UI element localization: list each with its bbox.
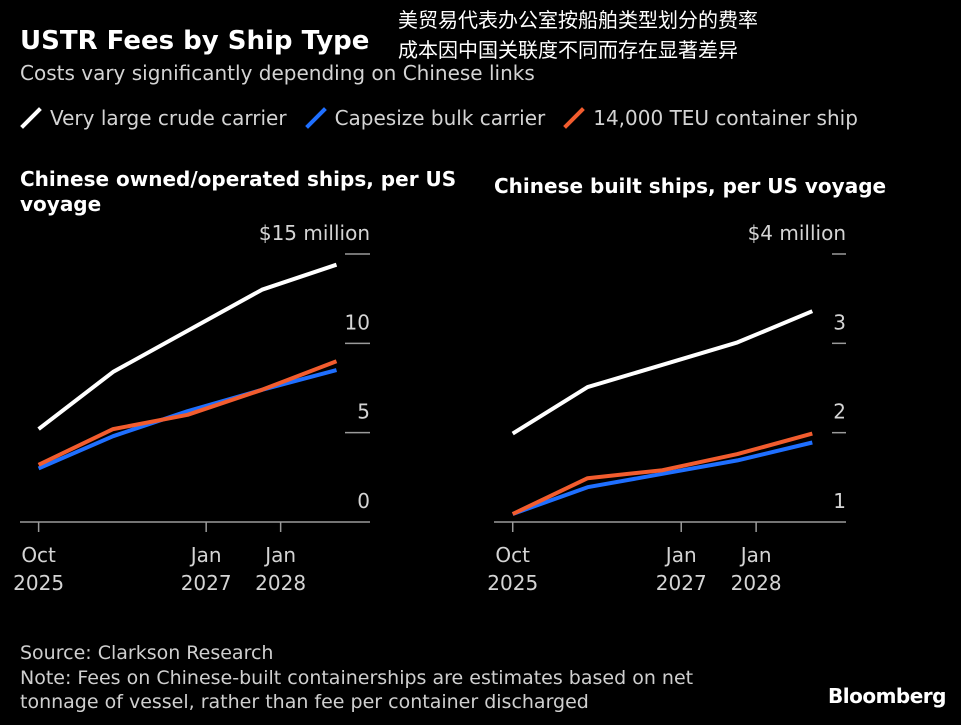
y-tick-label: 0	[357, 489, 370, 513]
x-tick-label-month: Jan	[263, 543, 296, 567]
legend-swatch-crude	[20, 107, 42, 129]
translated-caption-line-2: 成本因中国关联度不同而存在显著差异	[398, 38, 738, 62]
series-line-very-large-crude-carrier	[511, 309, 814, 436]
series-line-capesize-bulk-carrier	[37, 368, 338, 471]
translated-caption: 美贸易代表办公室按船舶类型划分的费率 成本因中国关联度不同而存在显著差异	[398, 5, 758, 65]
x-tick-label-year: 2028	[731, 571, 782, 595]
panel-title-owned-operated: Chinese owned/operated ships, per US voy…	[20, 167, 457, 216]
y-tick-label: 10	[345, 310, 370, 334]
y-tick-label: 2	[833, 400, 846, 424]
x-tick-label-year: 2027	[656, 571, 707, 595]
y-tick-label: 5	[357, 400, 370, 424]
x-tick-label-month: Jan	[664, 543, 697, 567]
y-tick-label: 3	[833, 310, 846, 334]
series-line-capesize-bulk-carrier	[512, 440, 813, 516]
x-tick-label-year: 2025	[487, 571, 538, 595]
legend-swatch-container	[563, 107, 586, 129]
x-tick-label-month: Oct	[21, 543, 56, 567]
y-tick-label: $15 million	[259, 221, 370, 245]
x-tick-label-year: 2028	[255, 571, 306, 595]
bloomberg-logo: Bloomberg	[828, 684, 946, 708]
x-tick-label-year: 2027	[181, 571, 232, 595]
series-line-14-000-teu-container-ship	[511, 431, 813, 516]
legend-label-capesize: Capesize bulk carrier	[334, 106, 546, 130]
chart-subtitle: Costs vary significantly depending on Ch…	[20, 61, 535, 85]
chart-panel-2: 1 2 3 $4 million Oct 2025 Jan 2027 Jan 2028	[487, 221, 846, 595]
chart-title: USTR Fees by Ship Type	[20, 26, 370, 56]
y-tick-label: 1	[833, 489, 846, 513]
footnote: Note: Fees on Chinese-built containershi…	[20, 667, 694, 713]
panel-title-chinese-built: Chinese built ships, per US voyage	[494, 174, 887, 198]
legend-item-crude: Very large crude carrier	[20, 106, 287, 130]
legend-label-crude: Very large crude carrier	[50, 106, 287, 130]
chart-panel-1: 0 5 10 $15 million Oct 2025 Jan 2027 Jan 2028	[13, 221, 370, 595]
translated-caption-line-1: 美贸易代表办公室按船舶类型划分的费率	[398, 8, 758, 32]
legend-label-container: 14,000 TEU container ship	[593, 106, 858, 130]
x-tick-label-month: Oct	[495, 543, 530, 567]
legend-swatch-capesize	[304, 107, 327, 129]
series-line-very-large-crude-carrier	[37, 262, 338, 431]
y-tick-label: $4 million	[748, 221, 846, 245]
source-note: Source: Clarkson Research	[20, 642, 274, 664]
x-tick-label-month: Jan	[189, 543, 222, 567]
legend-item-container: 14,000 TEU container ship	[563, 106, 858, 130]
series-line-14-000-teu-container-ship	[37, 359, 338, 467]
x-tick-label-year: 2025	[13, 571, 64, 595]
legend: Very large crude carrier Capesize bulk c…	[20, 104, 876, 132]
legend-item-capesize: Capesize bulk carrier	[304, 106, 546, 130]
x-tick-label-month: Jan	[739, 543, 772, 567]
